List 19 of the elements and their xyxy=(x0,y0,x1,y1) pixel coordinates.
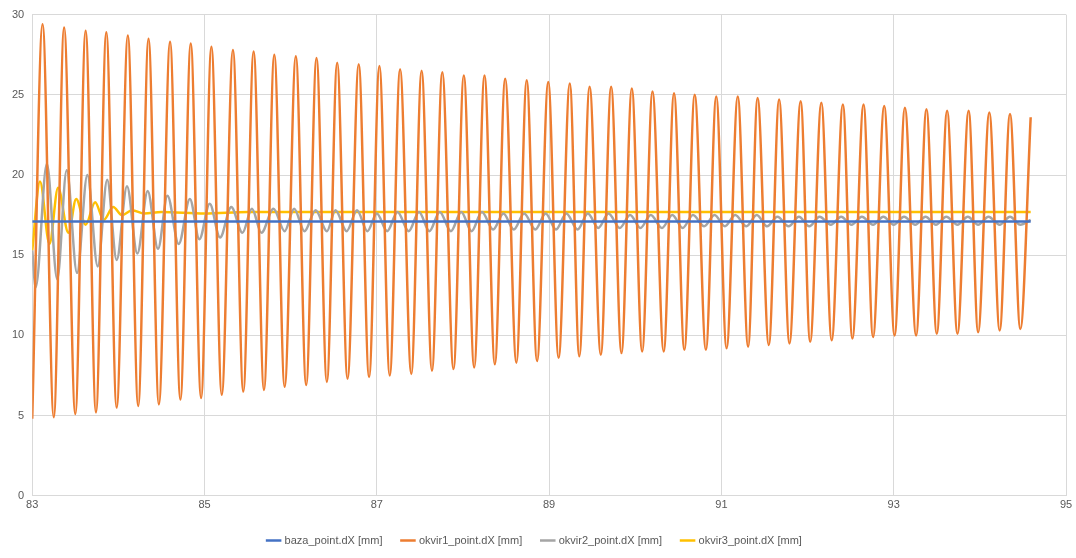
x-tick-label: 93 xyxy=(887,498,900,511)
y-tick-label: 20 xyxy=(11,168,25,181)
y-tick-label: 25 xyxy=(11,87,25,100)
y-tick-label: 10 xyxy=(11,328,25,341)
y-tick-label: 0 xyxy=(18,488,25,501)
x-tick-label: 83 xyxy=(26,498,39,511)
legend-label: okvir2_point.dX [mm] xyxy=(558,533,663,546)
x-tick-label: 89 xyxy=(542,498,556,511)
y-tick-label: 5 xyxy=(18,408,25,421)
line-series xyxy=(32,22,1032,421)
y-tick-label: 30 xyxy=(11,7,25,20)
x-tick-label: 87 xyxy=(370,498,383,511)
x-tick-label: 85 xyxy=(198,498,211,511)
x-tick-label: 91 xyxy=(715,498,728,511)
legend-label: okvir3_point.dX [mm] xyxy=(698,533,802,546)
x-tick-label: 95 xyxy=(1059,498,1073,511)
legend-label: okvir1_point.dX [mm] xyxy=(418,533,523,546)
legend-label: baza_point.dX [mm] xyxy=(284,533,383,546)
y-tick-label: 15 xyxy=(11,248,25,261)
